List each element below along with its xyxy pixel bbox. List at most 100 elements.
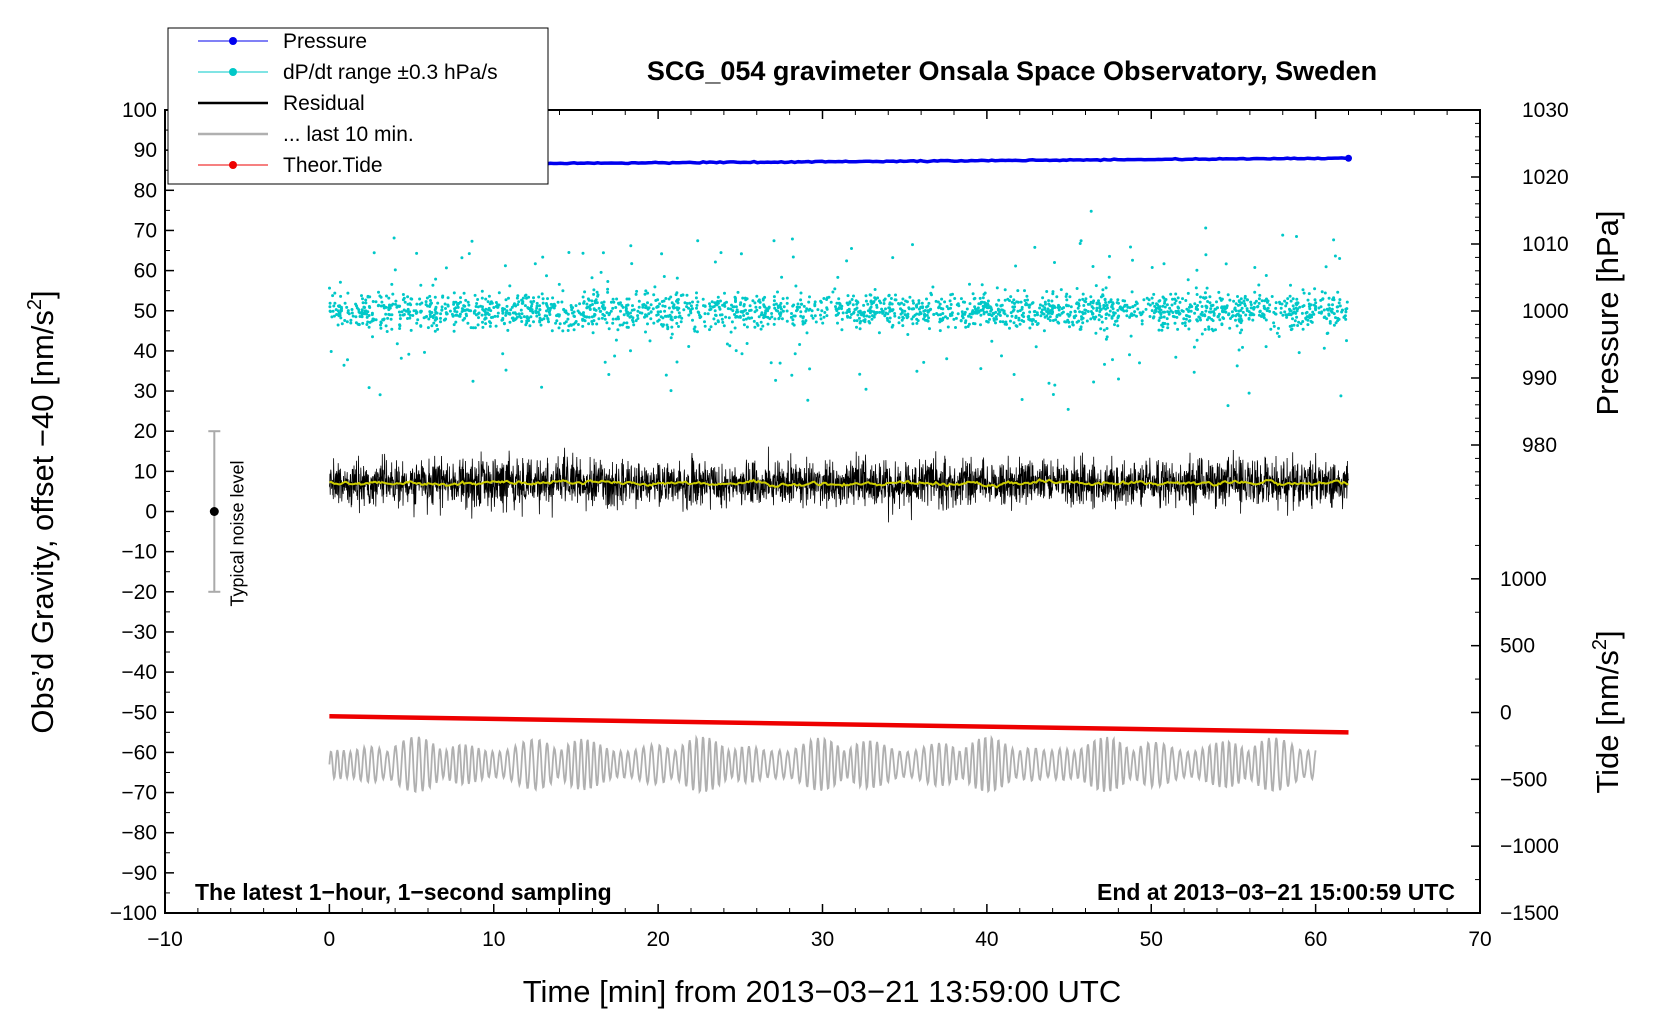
dpdt-point (841, 311, 845, 315)
dpdt-point (598, 309, 602, 313)
dpdt-point (1156, 306, 1160, 310)
dpdt-point (400, 310, 404, 314)
dpdt-point (464, 312, 468, 316)
dpdt-point (1333, 254, 1337, 258)
dpdt-point (851, 303, 855, 307)
dpdt-point (515, 315, 519, 319)
dpdt-point (538, 320, 542, 324)
dpdt-point (1210, 304, 1214, 308)
dpdt-point (1288, 324, 1292, 328)
dpdt-point (948, 299, 952, 303)
dpdt-point (347, 312, 351, 316)
dpdt-point (1228, 298, 1232, 302)
dpdt-point (973, 305, 977, 309)
dpdt-point (487, 313, 491, 317)
dpdt-point (1291, 297, 1295, 301)
dpdt-point (695, 303, 699, 307)
dpdt-point (1234, 302, 1238, 306)
dpdt-point (662, 299, 666, 303)
dpdt-point (883, 314, 887, 318)
dpdt-point (619, 309, 622, 313)
dpdt-point (408, 313, 412, 317)
dpdt-point (904, 299, 908, 303)
dpdt-point (863, 320, 867, 324)
dpdt-point (1111, 358, 1114, 362)
dpdt-point (627, 297, 631, 301)
dpdt-point (703, 312, 707, 316)
dpdt-point (382, 304, 386, 308)
dpdt-point (917, 312, 921, 316)
dpdt-point (791, 255, 795, 259)
dpdt-point (736, 290, 740, 294)
dpdt-point (1336, 319, 1340, 323)
dpdt-point (1257, 301, 1261, 305)
dpdt-point (772, 239, 776, 243)
note-end-time: End at 2013−03−21 15:00:59 UTC (1097, 879, 1455, 905)
dpdt-point (1235, 324, 1239, 328)
dpdt-point (643, 292, 647, 296)
dpdt-point (1068, 295, 1072, 299)
dpdt-point (496, 305, 500, 309)
dpdt-point (431, 315, 435, 318)
dpdt-point (614, 317, 618, 321)
dpdt-point (1239, 309, 1243, 312)
dpdt-point (1128, 306, 1132, 310)
dpdt-point (1155, 302, 1158, 306)
dpdt-point (657, 318, 661, 322)
dpdt-point (1249, 300, 1253, 304)
dpdt-point (1320, 310, 1324, 314)
dpdt-point (857, 316, 861, 320)
dpdt-point (503, 264, 507, 268)
dpdt-point (1174, 309, 1178, 313)
dpdt-point (525, 315, 529, 319)
dpdt-point (1226, 293, 1230, 297)
dpdt-point (1310, 315, 1314, 319)
dpdt-point (1208, 316, 1212, 320)
dpdt-point (1038, 303, 1042, 307)
dpdt-point (567, 251, 571, 254)
dpdt-point (536, 310, 540, 314)
dpdt-point (1234, 318, 1237, 322)
dpdt-point (339, 308, 343, 312)
dpdt-point (1153, 304, 1157, 308)
dpdt-point (644, 330, 647, 334)
dpdt-point (1236, 312, 1240, 316)
dpdt-point (985, 310, 989, 314)
dpdt-point (332, 314, 336, 318)
dpdt-point (1257, 283, 1261, 287)
dpdt-point (1140, 319, 1144, 323)
dpdt-point (927, 301, 931, 305)
dpdt-point (1066, 312, 1070, 316)
dpdt-point (636, 309, 640, 313)
dpdt-point (1297, 320, 1301, 324)
dpdt-point (582, 311, 585, 315)
dpdt-point (1105, 335, 1109, 339)
dpdt-point (338, 280, 342, 284)
dpdt-point (504, 298, 508, 302)
dpdt-point (427, 317, 431, 321)
dpdt-point (767, 305, 771, 309)
dpdt-point (464, 298, 468, 302)
dpdt-point (773, 306, 777, 310)
dpdt-point (328, 305, 332, 309)
dpdt-point (741, 296, 745, 300)
dpdt-point (1104, 286, 1108, 290)
dpdt-point (1051, 393, 1055, 396)
dpdt-point (1086, 310, 1090, 313)
dpdt-point (1251, 318, 1255, 322)
dpdt-point (723, 291, 726, 295)
dpdt-point (946, 325, 950, 329)
dpdt-point (1022, 320, 1026, 323)
dpdt-point (1104, 337, 1108, 341)
dpdt-point (419, 283, 423, 287)
dpdt-point (953, 297, 957, 300)
dpdt-point (469, 309, 473, 313)
dpdt-point (424, 300, 428, 304)
dpdt-point (1177, 306, 1181, 310)
dpdt-point (1097, 318, 1101, 322)
dpdt-point (708, 328, 711, 332)
dpdt-point (1009, 319, 1012, 323)
dpdt-point (1289, 283, 1292, 287)
dpdt-point (527, 295, 531, 299)
dpdt-point (522, 315, 526, 319)
